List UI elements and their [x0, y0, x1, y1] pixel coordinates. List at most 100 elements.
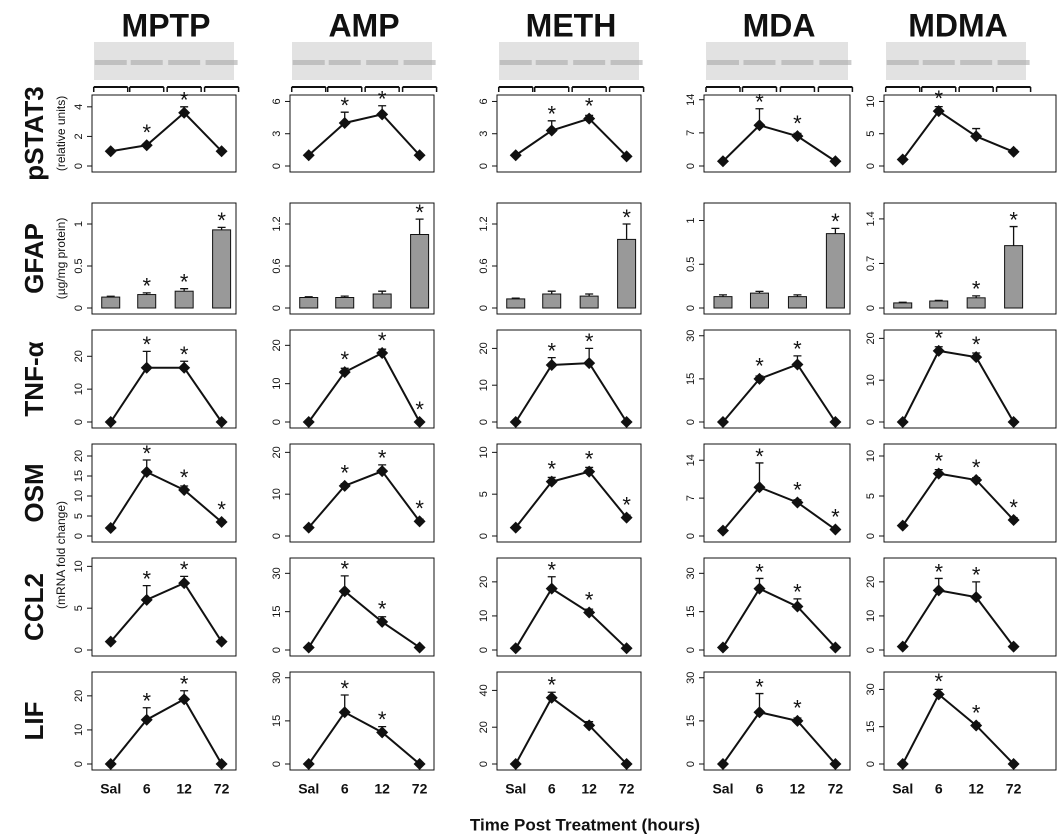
significance-mark: *: [217, 208, 226, 233]
significance-mark: *: [547, 673, 556, 698]
y-tick-label: 30: [865, 683, 877, 695]
y-tick-label: 0: [271, 163, 283, 169]
y-tick-label: 20: [73, 450, 85, 462]
y-tick-label: 15: [865, 721, 877, 733]
point: [303, 758, 315, 770]
significance-mark: *: [378, 87, 387, 112]
error-bar: [512, 298, 520, 299]
row-label: OSM: [19, 463, 49, 522]
bar: [618, 239, 636, 308]
significance-mark: *: [972, 563, 981, 588]
significance-mark: *: [142, 332, 151, 357]
x-tick-label: 6: [756, 781, 764, 797]
line: [111, 699, 222, 764]
significance-mark: *: [142, 274, 151, 299]
x-tick-label: 72: [619, 781, 635, 797]
y-tick-label: 15: [685, 606, 697, 618]
plot-frame: [290, 330, 434, 428]
significance-mark: *: [378, 707, 387, 732]
y-tick-label: 15: [685, 373, 697, 385]
blot-band: [206, 60, 238, 65]
y-tick-label: 20: [865, 576, 877, 588]
y-tick-label: 3: [271, 131, 283, 137]
y-tick-label: 20: [478, 342, 490, 354]
y-tick-label: 0.5: [73, 258, 85, 273]
line: [903, 694, 1014, 764]
y-tick-label: 6: [271, 98, 283, 104]
x-tick-label: 6: [143, 781, 151, 797]
line: [516, 698, 627, 764]
y-tick-label: 0: [73, 419, 85, 425]
y-tick-label: 7: [685, 130, 697, 136]
error-bar: [305, 297, 313, 298]
point: [105, 522, 117, 534]
significance-mark: *: [622, 205, 631, 230]
x-tick-label: 12: [581, 781, 597, 797]
point: [717, 758, 729, 770]
x-tick-label: 72: [828, 781, 844, 797]
point: [1008, 416, 1020, 428]
x-tick-label: 72: [1006, 781, 1022, 797]
x-tick-label: 12: [374, 781, 390, 797]
plot-frame: [497, 330, 641, 428]
blot-band: [168, 60, 200, 65]
y-tick-label: 10: [73, 490, 85, 502]
line: [309, 114, 420, 155]
y-tick-label: 5: [865, 493, 877, 499]
significance-mark: *: [217, 497, 226, 522]
significance-mark: *: [142, 120, 151, 145]
y-tick-label: 0: [478, 163, 490, 169]
y-tick-label: 0.5: [685, 257, 697, 272]
plot-frame: [884, 95, 1056, 172]
line: [309, 712, 420, 764]
x-tick-label: Sal: [505, 781, 526, 797]
bar: [714, 297, 732, 308]
y-tick-label: 5: [478, 491, 490, 497]
y-tick-label: 0: [478, 419, 490, 425]
significance-mark: *: [378, 328, 387, 353]
blot-band: [998, 60, 1030, 65]
x-tick-label: 72: [412, 781, 428, 797]
blot-band: [366, 60, 398, 65]
significance-mark: *: [972, 277, 981, 302]
point: [303, 641, 315, 653]
y-tick-label: 0: [73, 647, 85, 653]
y-tick-label: 0: [865, 163, 877, 169]
y-tick-label: 10: [865, 450, 877, 462]
significance-mark: *: [585, 329, 594, 354]
significance-mark: *: [755, 90, 764, 115]
significance-mark: *: [340, 93, 349, 118]
x-tick-label: 12: [968, 781, 984, 797]
line: [309, 591, 420, 647]
y-tick-label: 5: [73, 513, 85, 519]
bar: [930, 301, 948, 308]
plot-frame: [704, 330, 850, 428]
bar: [102, 297, 120, 308]
y-tick-label: 0: [271, 647, 283, 653]
column-title: MDA: [743, 7, 816, 43]
y-tick-label: 1.2: [478, 216, 490, 231]
point: [897, 758, 909, 770]
significance-mark: *: [180, 465, 189, 490]
y-tick-label: 10: [73, 383, 85, 395]
significance-mark: *: [415, 397, 424, 422]
significance-mark: *: [755, 559, 764, 584]
line: [903, 351, 1014, 422]
y-tick-label: 4: [73, 104, 85, 110]
significance-mark: *: [934, 326, 943, 351]
significance-mark: *: [793, 337, 802, 362]
blot-band: [707, 60, 739, 65]
point: [897, 416, 909, 428]
y-tick-label: 15: [685, 715, 697, 727]
point: [510, 149, 522, 161]
y-tick-label: 10: [271, 378, 283, 390]
x-tick-label: Sal: [100, 781, 121, 797]
y-tick-label: 0: [865, 761, 877, 767]
y-tick-label: 15: [73, 470, 85, 482]
plot-frame: [497, 95, 641, 172]
significance-mark: *: [755, 674, 764, 699]
point: [105, 145, 117, 157]
row-unit: (relative units): [54, 96, 68, 171]
y-tick-label: 0: [271, 419, 283, 425]
significance-mark: *: [180, 88, 189, 113]
